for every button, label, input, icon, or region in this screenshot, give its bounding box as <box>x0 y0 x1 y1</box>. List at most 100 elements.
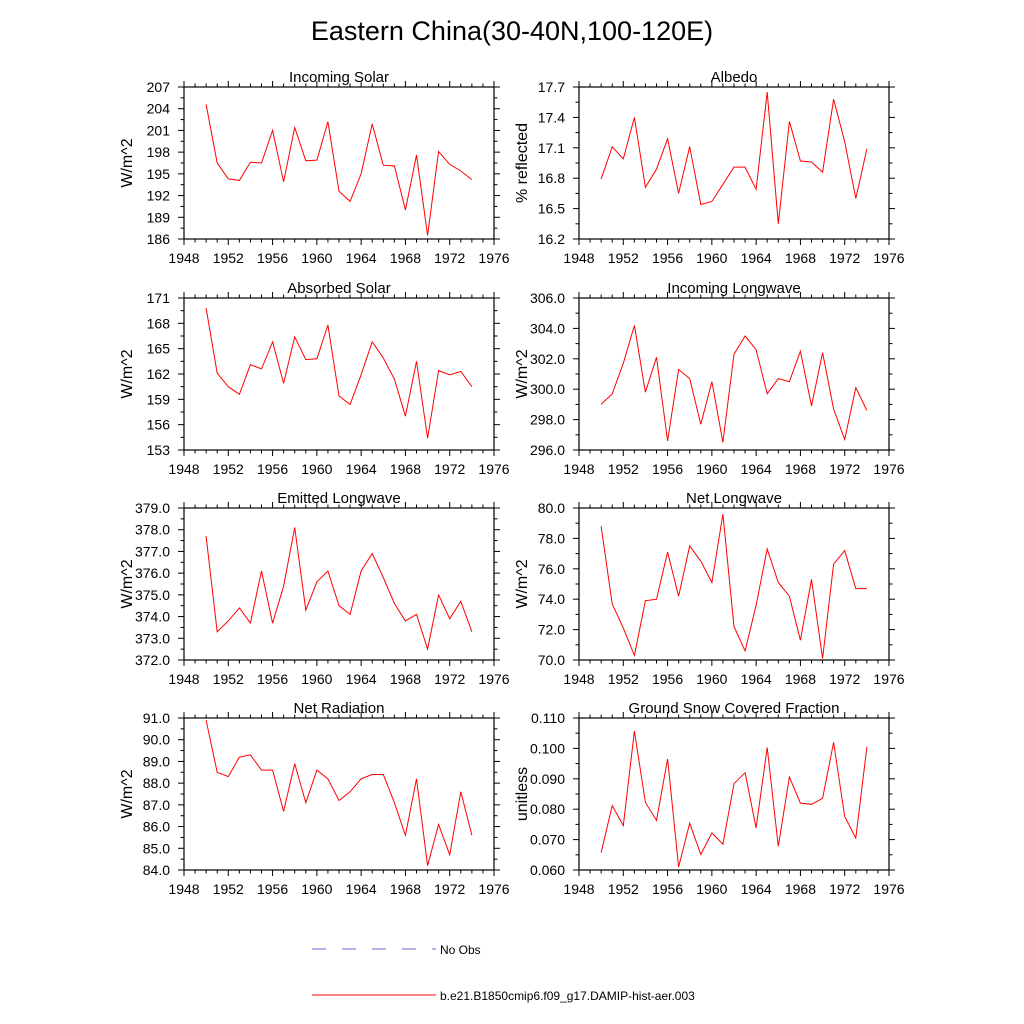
y-tick-label: 91.0 <box>143 710 170 726</box>
x-tick-label: 1964 <box>346 881 377 897</box>
x-tick-label: 1976 <box>873 671 904 687</box>
x-tick-label: 1968 <box>785 461 816 477</box>
y-tick-label: 17.1 <box>538 140 565 156</box>
x-tick-label: 1976 <box>478 250 509 266</box>
y-axis-label: W/m^2 <box>119 559 136 608</box>
series-line <box>205 308 473 439</box>
y-tick-label: 85.0 <box>143 840 170 856</box>
y-tick-label: 86.0 <box>143 819 170 835</box>
y-tick-label: 0.080 <box>530 801 565 817</box>
y-tick-label: 90.0 <box>143 732 170 748</box>
y-axis-label: % reflected <box>514 123 531 203</box>
y-tick-label: 70.0 <box>538 652 565 668</box>
x-tick-label: 1956 <box>257 250 288 266</box>
x-tick-label: 1948 <box>168 881 199 897</box>
x-tick-label: 1948 <box>168 671 199 687</box>
panel-title: Net Longwave <box>686 490 782 507</box>
x-tick-label: 1964 <box>346 671 377 687</box>
plot-frame <box>578 507 890 661</box>
panels: Incoming Solar W/m^2 1948 1952 1956 1960 1964 1… <box>119 69 905 897</box>
y-axis-label: W/m^2 <box>119 349 136 398</box>
panel-incoming-longwave: Incoming Longwave W/m^2 1948 1952 1956 1960 19… <box>514 280 905 477</box>
x-tick-label: 1972 <box>434 250 465 266</box>
panel-title: Ground Snow Covered Fraction <box>629 700 840 717</box>
x-tick-label: 1968 <box>390 250 421 266</box>
y-tick-label: 87.0 <box>143 797 170 813</box>
x-tick-label: 1948 <box>168 461 199 477</box>
x-tick-label: 1956 <box>257 461 288 477</box>
x-tick-label: 1956 <box>652 671 683 687</box>
x-tick-label: 1976 <box>478 461 509 477</box>
y-tick-label: 304.0 <box>530 320 565 336</box>
y-axis-label: unitless <box>514 767 531 821</box>
legend-label-model: b.e21.B1850cmip6.f09_g17.DAMIP-hist-aer.… <box>440 989 695 1003</box>
x-tick-label: 1968 <box>785 881 816 897</box>
y-tick-label: 0.060 <box>530 862 565 878</box>
y-axis-label: W/m^2 <box>119 138 136 187</box>
y-tick-label: 302.0 <box>530 351 565 367</box>
y-tick-label: 207 <box>147 79 171 95</box>
series-line <box>205 104 473 236</box>
panel-net-longwave: Net Longwave W/m^2 1948 1952 1956 1960 1964 196… <box>514 490 905 687</box>
y-tick-label: 159 <box>147 391 171 407</box>
y-tick-label: 17.4 <box>538 109 565 125</box>
x-tick-label: 1960 <box>301 461 332 477</box>
x-tick-label: 1972 <box>434 461 465 477</box>
x-tick-label: 1956 <box>652 250 683 266</box>
y-tick-label: 0.110 <box>531 710 565 726</box>
y-tick-label: 204 <box>147 101 171 117</box>
x-tick-label: 1952 <box>213 881 244 897</box>
x-tick-label: 1960 <box>696 250 727 266</box>
panel-title: Emitted Longwave <box>277 490 400 507</box>
x-tick-label: 1964 <box>741 250 772 266</box>
x-tick-label: 1960 <box>696 671 727 687</box>
y-tick-label: 376.0 <box>135 565 170 581</box>
y-tick-label: 16.8 <box>538 170 565 186</box>
y-tick-label: 0.070 <box>530 832 565 848</box>
y-tick-label: 298.0 <box>530 412 565 428</box>
y-tick-label: 0.090 <box>530 771 565 787</box>
x-tick-label: 1972 <box>434 671 465 687</box>
panel-absorbed-solar: Absorbed Solar W/m^2 1948 1952 1956 1960 1964 1… <box>119 280 510 477</box>
y-tick-label: 156 <box>147 417 171 433</box>
x-tick-label: 1976 <box>478 671 509 687</box>
plot-frame <box>183 86 495 240</box>
x-tick-label: 1964 <box>741 671 772 687</box>
panel-title: Albedo <box>711 69 758 86</box>
x-tick-label: 1964 <box>346 461 377 477</box>
x-tick-label: 1952 <box>213 671 244 687</box>
x-tick-label: 1972 <box>829 881 860 897</box>
x-tick-label: 1976 <box>873 461 904 477</box>
y-tick-label: 74.0 <box>538 591 565 607</box>
x-tick-label: 1976 <box>873 881 904 897</box>
y-tick-label: 17.7 <box>538 79 565 95</box>
series-line <box>600 92 868 224</box>
x-tick-label: 1948 <box>563 461 594 477</box>
y-tick-label: 306.0 <box>530 290 565 306</box>
x-tick-label: 1964 <box>741 881 772 897</box>
y-tick-label: 192 <box>147 188 171 204</box>
x-tick-label: 1968 <box>785 250 816 266</box>
y-tick-label: 300.0 <box>530 381 565 397</box>
y-tick-label: 373.0 <box>135 630 170 646</box>
x-tick-label: 1960 <box>696 881 727 897</box>
x-tick-label: 1952 <box>608 671 639 687</box>
series-line <box>205 720 473 866</box>
y-tick-label: 201 <box>147 122 171 138</box>
x-tick-label: 1956 <box>652 461 683 477</box>
y-axis-label: W/m^2 <box>514 559 531 608</box>
y-tick-label: 296.0 <box>530 442 565 458</box>
y-tick-label: 198 <box>147 144 171 160</box>
panel-incoming-solar: Incoming Solar W/m^2 1948 1952 1956 1960 1964 1… <box>119 69 510 266</box>
x-tick-label: 1948 <box>563 881 594 897</box>
y-tick-label: 84.0 <box>143 862 170 878</box>
y-tick-label: 0.100 <box>530 740 565 756</box>
x-tick-label: 1956 <box>257 671 288 687</box>
x-tick-label: 1968 <box>390 461 421 477</box>
x-tick-label: 1948 <box>563 671 594 687</box>
y-tick-label: 78.0 <box>538 530 565 546</box>
panel-net-radiation: Net Radiation W/m^2 1948 1952 1956 1960 1964 19… <box>119 700 510 897</box>
series-line <box>205 527 473 652</box>
x-tick-label: 1952 <box>608 881 639 897</box>
